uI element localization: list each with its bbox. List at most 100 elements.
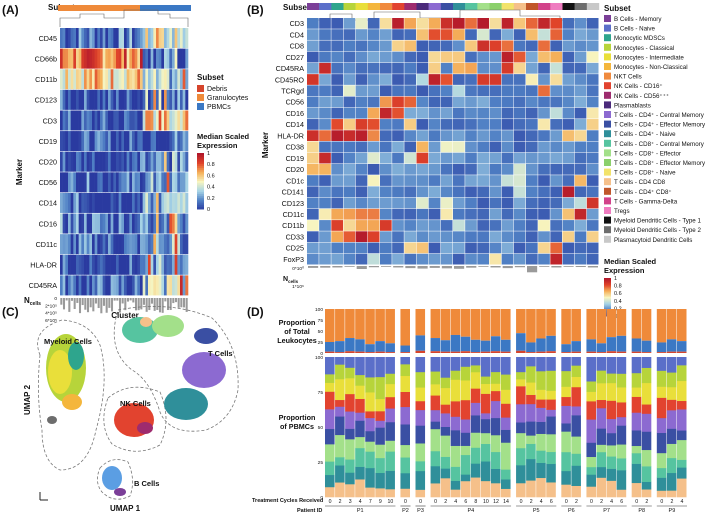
panel-d-bottom-segment — [490, 451, 501, 469]
panel-d-bottom-segment — [490, 371, 501, 384]
panel-d-bottom-segment — [536, 399, 546, 408]
panel-a-cell — [140, 48, 143, 69]
panel-a-cell — [182, 131, 186, 152]
panel-a-cell — [116, 131, 119, 152]
panel-a-cell — [60, 151, 63, 172]
panel-a-cell — [166, 172, 170, 193]
panel-b-colorbar-step — [604, 288, 611, 290]
panel-d-bottom-segment — [345, 459, 355, 473]
panel-b-cell — [331, 220, 343, 231]
panel-d-bottom-segment — [666, 443, 677, 459]
panel-a-cell — [100, 234, 103, 255]
panel-d-bottom-segment — [450, 357, 461, 371]
panel-b-cell — [538, 74, 550, 85]
panel-b-cell — [574, 141, 587, 153]
panel-b-legend-swatch — [604, 226, 611, 234]
panel-a-cell — [158, 172, 162, 193]
panel-d-bottom-segment — [400, 375, 410, 392]
panel-d-bottom-segment — [641, 431, 652, 451]
panel-b-cell — [392, 152, 404, 164]
panel-a-cell — [185, 28, 189, 49]
panel-d-bottom-segment — [561, 423, 571, 432]
panel-a-colorbar-tick: 0.4 — [207, 185, 215, 191]
panel-a-cell — [156, 89, 159, 110]
panel-d-bottom-segment — [375, 457, 385, 474]
panel-d-cycle-label: 2 — [444, 499, 447, 505]
panel-a-cell — [166, 131, 170, 152]
panel-d-bottom-segment — [335, 378, 345, 401]
panel-b-cell — [404, 130, 416, 141]
panel-d-bottom-segment — [641, 357, 652, 368]
panel-a-cell — [153, 151, 157, 172]
panel-a-cell — [140, 213, 143, 234]
panel-b-legend-label: Myeloid Dendritic Cells - Type 1 — [614, 218, 701, 225]
panel-a-cell — [169, 172, 173, 193]
panel-a-cell — [62, 234, 66, 255]
panel-b-cell — [453, 74, 465, 85]
panel-b-cell — [380, 29, 392, 40]
panel-b-cell — [538, 141, 550, 153]
panel-b-colorbar-title-1: Median Scaled — [604, 257, 657, 266]
panel-b-legend-label: NKT Cells — [614, 74, 642, 81]
panel-d-bottom-segment — [450, 480, 461, 490]
panel-b-cell — [538, 18, 550, 29]
panel-d-bottom-segment — [631, 372, 642, 388]
panel-a-cell — [76, 151, 79, 172]
panel-a-ncells-bar — [132, 298, 135, 303]
panel-a-cell — [73, 192, 77, 213]
panel-b-cell — [428, 197, 441, 209]
panel-a-ncells-bar — [137, 298, 140, 311]
panel-d-top-bars — [325, 309, 687, 353]
panel-d-bottom-label-line: of PBMCs — [280, 422, 314, 431]
panel-d-bottom-segment — [325, 444, 335, 462]
panel-b-marker-label: CD27 — [286, 53, 304, 62]
panel-b-top-subset-swatch — [465, 3, 478, 10]
panel-b-top-subset-swatch — [380, 3, 393, 10]
panel-a-cell — [137, 151, 141, 172]
panel-b-legend-label: Myeloid Dendritic Cells - Type 2 — [614, 227, 701, 234]
panel-a-cell — [121, 48, 125, 69]
panel-d-top-ytick: 0 — [320, 351, 323, 357]
panel-a-cell — [89, 172, 93, 193]
panel-b-top-subset-swatch — [331, 3, 344, 10]
panel-d-bottom-segment — [480, 461, 491, 482]
panel-b-cell — [562, 175, 575, 186]
panel-a-cell — [148, 213, 151, 234]
panel-d-top-ytick: 25 — [318, 340, 324, 346]
panel-a-cell — [142, 192, 146, 213]
panel-d-top-bar-granulocytes — [335, 309, 345, 342]
panel-b-ncells-bar — [514, 266, 525, 268]
myeloid-blob-nonclassical — [62, 394, 82, 410]
panel-d-bottom-segment — [355, 436, 365, 449]
panel-d-bottom-segment — [450, 370, 461, 380]
panel-d-bottom-segment — [666, 410, 677, 429]
panel-d-cycle-label: 0 — [419, 499, 422, 505]
panel-b-cell — [513, 163, 526, 175]
panel-a-cell — [100, 131, 103, 152]
panel-a-ncells-bar — [78, 298, 82, 314]
panel-d-bottom-segment — [616, 357, 627, 374]
panel-b-legend-label: NK Cells - CD16⁺ — [614, 83, 663, 90]
panel-a-cell — [180, 275, 183, 296]
panel-b-cell — [404, 74, 416, 85]
panel-a-cell — [140, 151, 143, 172]
panel-a-cell — [121, 275, 125, 296]
panel-b-cell — [355, 18, 368, 29]
panel-b-cell — [428, 51, 441, 63]
panel-a-cell — [97, 131, 101, 152]
t-cells-cluster — [122, 315, 226, 420]
panel-a-cell — [134, 213, 138, 234]
panel-b-top-subset-swatch — [440, 3, 454, 10]
panel-d-top-bar-pbmcs — [490, 336, 501, 352]
panel-a-cell — [84, 110, 87, 131]
panel-a-colorbar-step — [197, 179, 204, 182]
panel-a-cell — [110, 48, 114, 69]
panel-b-cell — [526, 130, 538, 141]
panel-d-bottom-segment — [480, 413, 491, 420]
panel-a-cell — [89, 131, 93, 152]
panel-b-cell — [355, 51, 368, 63]
panel-a-cell — [97, 110, 101, 131]
panel-a-cell — [76, 89, 79, 110]
panel-a-cell — [140, 89, 143, 110]
panel-d-bottom-segment — [526, 357, 536, 367]
